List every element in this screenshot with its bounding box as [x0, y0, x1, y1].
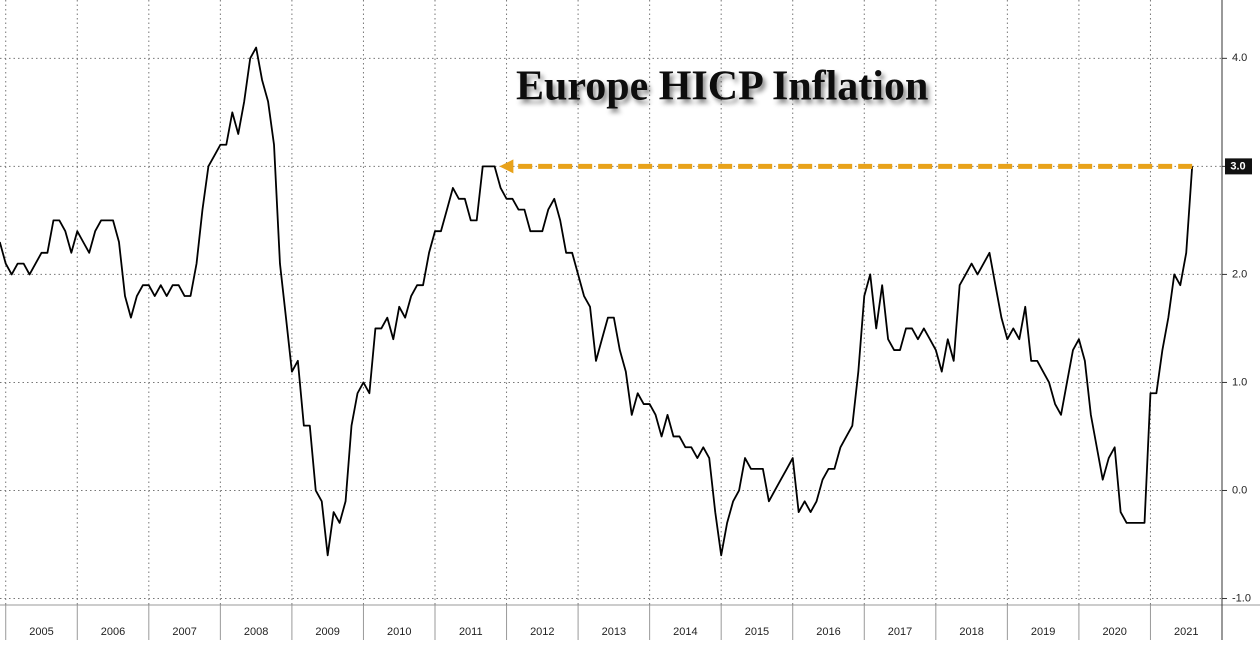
x-tick-label: 2006 — [101, 626, 125, 638]
x-tick-label: 2021 — [1174, 626, 1198, 638]
last-value-box — [1225, 158, 1252, 175]
y-tick-label: 1.0 — [1232, 376, 1247, 388]
x-tick-label: 2011 — [459, 626, 483, 638]
arrow-head — [499, 159, 514, 174]
last-value-label: 3.0 — [1230, 160, 1245, 172]
y-tick-label: 4.0 — [1232, 52, 1247, 64]
line-series — [0, 46, 1194, 557]
x-tick-label: 2009 — [315, 626, 339, 638]
x-tick-label: 2012 — [530, 626, 554, 638]
x-tick-label: 2020 — [1102, 626, 1126, 638]
chart-title: Europe HICP Inflation — [516, 64, 928, 110]
y-tick-label: 2.0 — [1232, 268, 1247, 280]
x-tick-label: 2005 — [29, 626, 53, 638]
x-tick-label: 2019 — [1031, 626, 1055, 638]
y-tick-label: 0.0 — [1232, 484, 1247, 496]
x-tick-label: 2008 — [244, 626, 268, 638]
x-tick-label: 2018 — [959, 626, 983, 638]
x-tick-label: 2016 — [816, 626, 840, 638]
x-tick-label: 2013 — [602, 626, 626, 638]
x-tick-label: 2007 — [172, 626, 196, 638]
y-tick-label: -1.0 — [1232, 592, 1251, 604]
x-tick-label: 2015 — [745, 626, 769, 638]
x-tick-label: 2010 — [387, 626, 411, 638]
x-tick-label: 2014 — [673, 626, 697, 638]
marks: 3.0 — [0, 46, 1252, 557]
x-tick-label: 2017 — [888, 626, 912, 638]
